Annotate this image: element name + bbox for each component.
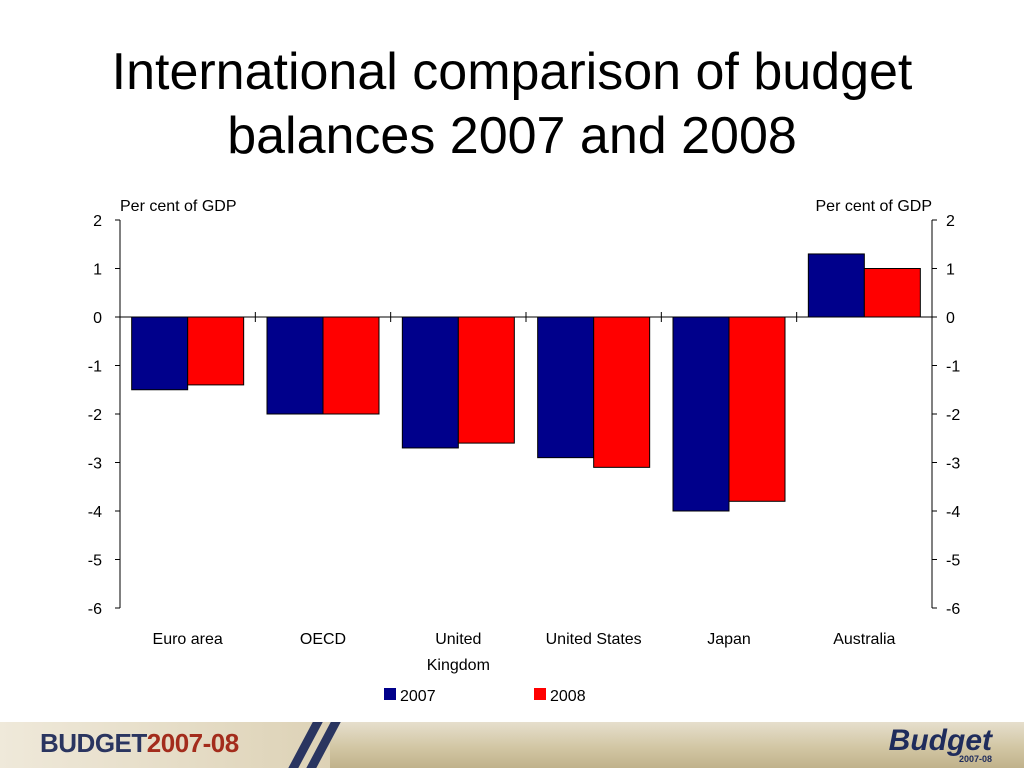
x-tick-label: Kingdom xyxy=(427,657,490,674)
x-tick-label: Australia xyxy=(833,631,895,648)
bar-2008 xyxy=(457,316,515,444)
legend-label-2008: 2008 xyxy=(550,688,586,705)
bar-2008 xyxy=(322,316,380,415)
bar-2008 xyxy=(593,316,651,468)
budget-balance-chart: Per cent of GDP Per cent of GDP 2 2 1 1 0 0 -1 -1… xyxy=(88,198,961,705)
right-axis-label: Per cent of GDP xyxy=(816,198,933,215)
right-y-tick-label: -1 xyxy=(946,359,960,376)
bar-2008 xyxy=(863,268,921,318)
right-y-tick-label: 2 xyxy=(946,213,955,230)
bar-2007 xyxy=(807,253,865,318)
x-tick-label: Euro area xyxy=(153,631,223,648)
x-tick-label: Japan xyxy=(707,631,751,648)
footer-brand-year: 2007-08 xyxy=(146,728,239,758)
left-y-tick-label: -4 xyxy=(88,504,102,521)
bar-2008 xyxy=(187,316,245,386)
bar-2007 xyxy=(537,316,595,459)
bar-2007 xyxy=(672,316,730,512)
budget-logo-text: Budget xyxy=(888,724,992,757)
slide-title-line-1: International comparison of budget xyxy=(111,43,913,101)
bar-2008 xyxy=(728,316,786,502)
right-y-tick-label: 1 xyxy=(946,262,955,279)
left-axis-label: Per cent of GDP xyxy=(120,198,237,215)
right-y-tick-label: 0 xyxy=(946,310,955,327)
left-y-tick-label: -3 xyxy=(88,456,102,473)
left-y-tick-label: -5 xyxy=(88,553,102,570)
x-tick-label: United States xyxy=(546,631,642,648)
left-y-tick-label: -1 xyxy=(88,359,102,376)
legend-swatch-2007 xyxy=(384,688,396,700)
bar-2007 xyxy=(131,316,189,391)
left-y-tick-label: -2 xyxy=(88,407,102,424)
bar-2007 xyxy=(266,316,324,415)
left-y-tick-label: 2 xyxy=(93,213,102,230)
right-y-tick-label: -4 xyxy=(946,504,960,521)
legend-label-2007: 2007 xyxy=(400,688,436,705)
legend-swatch-2008 xyxy=(534,688,546,700)
budget-logo: Budget 2007-08 xyxy=(889,725,992,764)
budget-logo-year: 2007-08 xyxy=(958,754,992,764)
right-y-tick-label: -2 xyxy=(946,407,960,424)
right-y-tick-label: -6 xyxy=(946,601,960,618)
right-y-tick-label: -5 xyxy=(946,553,960,570)
footer-left-panel xyxy=(0,722,330,768)
left-y-tick-label: -6 xyxy=(88,601,102,618)
bar-2007 xyxy=(401,316,459,449)
slide-title: International comparison of budget balan… xyxy=(0,40,1024,168)
footer-brand-word: BUDGET xyxy=(40,728,147,758)
left-y-tick-label: 0 xyxy=(93,310,102,327)
slide-title-line-2: balances 2007 and 2008 xyxy=(227,107,797,165)
x-tick-label: United xyxy=(435,631,481,648)
left-y-tick-label: 1 xyxy=(93,262,102,279)
footer-brand: BUDGET2007-08 xyxy=(40,728,239,759)
footer-banner: BUDGET2007-08 Budget 2007-08 xyxy=(0,722,1024,768)
right-y-tick-label: -3 xyxy=(946,456,960,473)
x-tick-label: OECD xyxy=(300,631,346,648)
